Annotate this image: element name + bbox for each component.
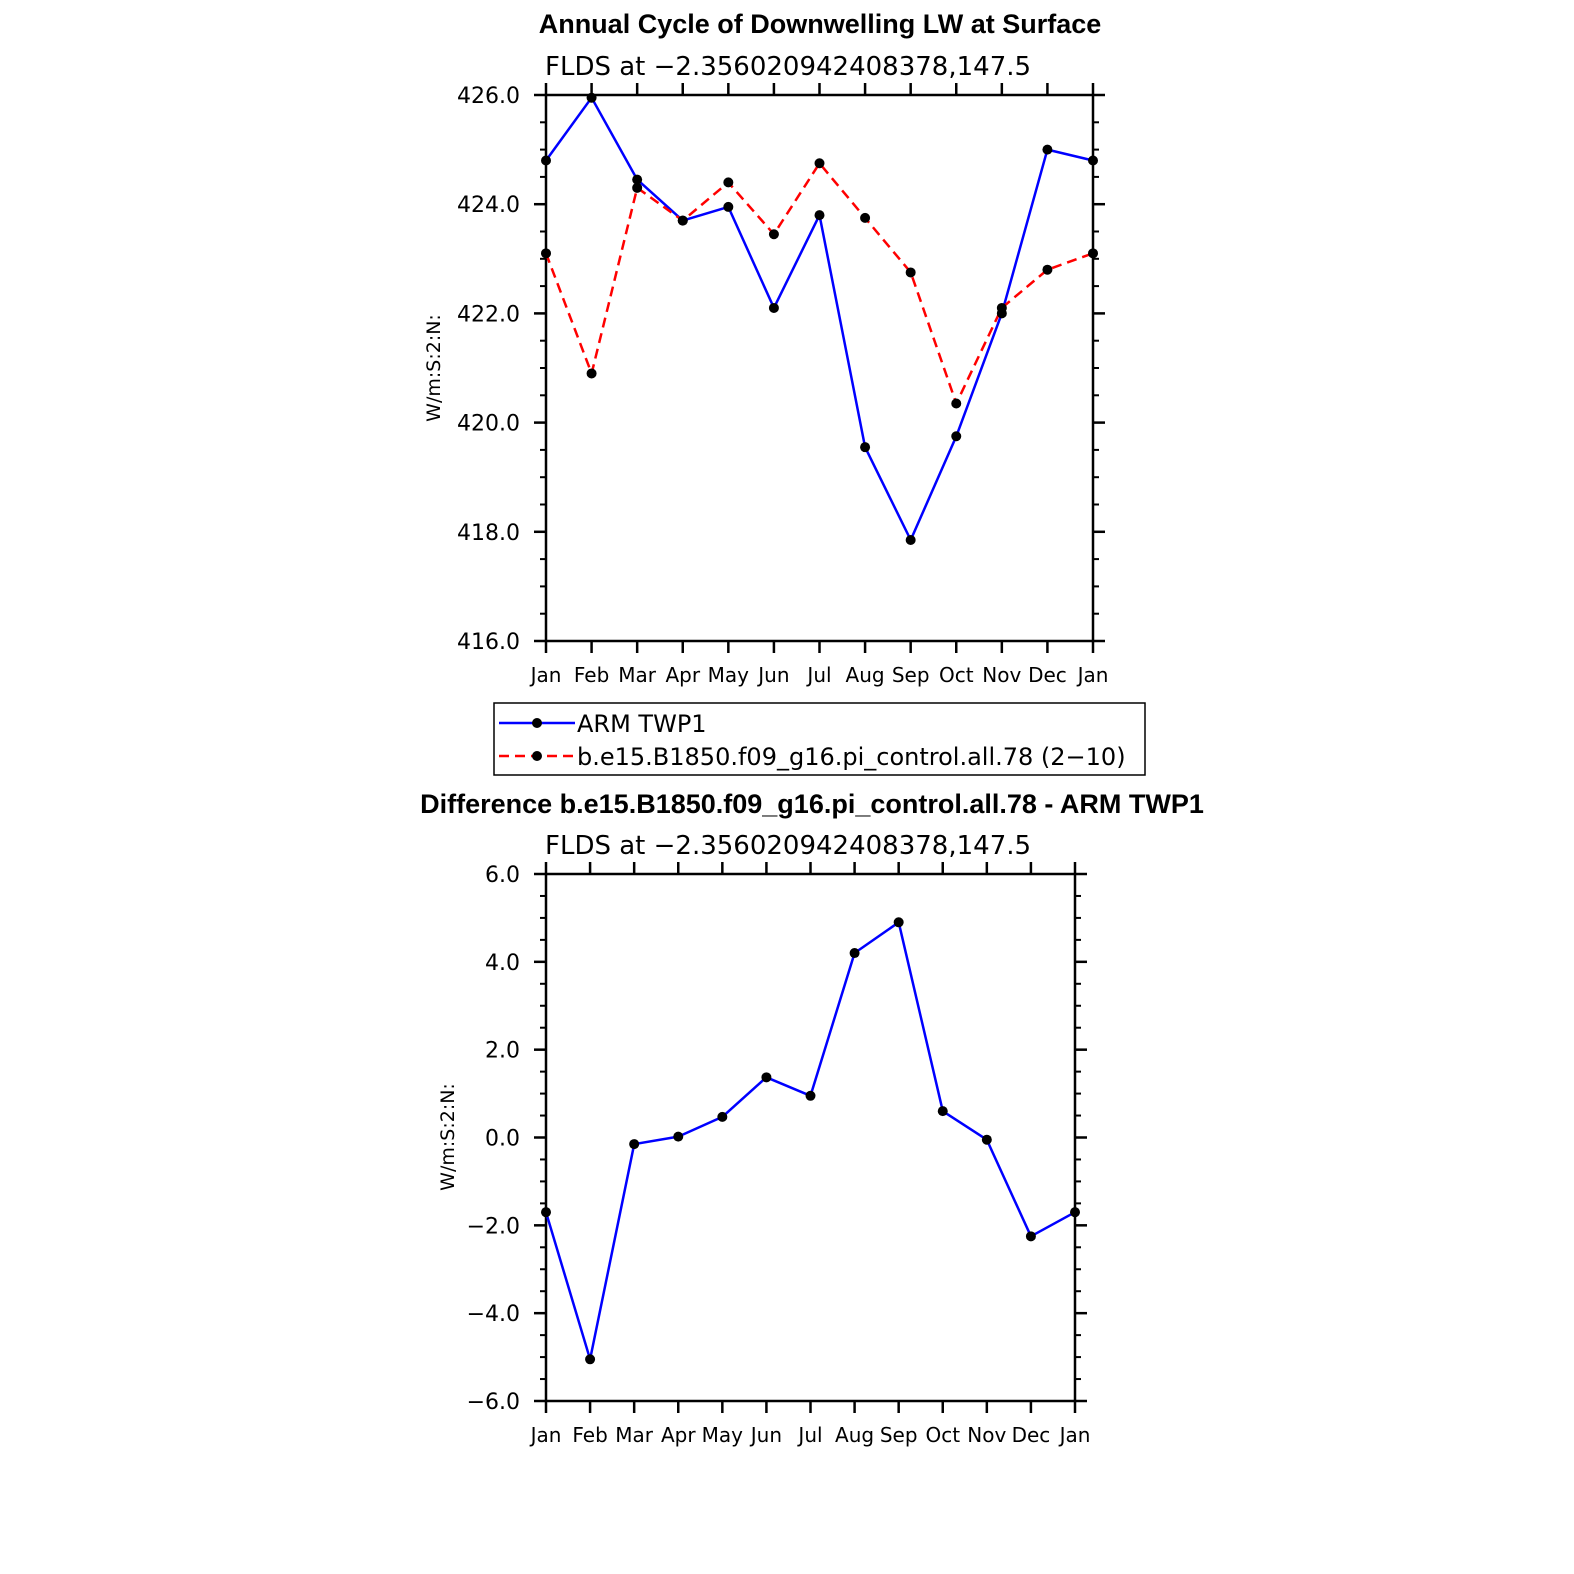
x-tick-label: Aug [846,663,885,687]
chart-subtitle: FLDS at −2.356020942408378,147.5 [545,52,1031,82]
x-tick-label: Jun [756,663,789,687]
data-point [814,210,825,221]
data-point [1070,1207,1080,1218]
plot-frame [544,93,1095,643]
data-point [814,158,825,169]
x-tick-label: Nov [982,663,1021,687]
y-axis-title: W/m:S:2:N: [423,314,445,422]
chart-subtitle: FLDS at −2.356020942408378,147.5 [545,831,1031,861]
x-tick-label: Apr [665,663,700,687]
data-point [1088,155,1098,166]
x-tick-label: May [708,663,750,687]
data-point [632,174,643,185]
y-tick-label: 418.0 [457,521,520,546]
data-point [905,267,916,278]
y-tick-label: 422.0 [457,302,520,327]
x-tick-label: Sep [892,663,930,687]
data-point [723,177,734,188]
chart-title: Annual Cycle of Downwelling LW at Surfac… [539,9,1102,39]
x-tick-label: Jun [749,1423,782,1447]
y-tick-label: −6.0 [467,1390,520,1415]
legend: ARM TWP1 b.e15.B1850.f09_g16.pi_control.… [493,702,1146,776]
y-tick-label: 6.0 [485,863,520,888]
difference-chart: Difference b.e15.B1850.f09_g16.pi_contro… [420,789,1204,1447]
x-tick-label: Dec [1028,663,1067,687]
data-point [677,215,688,226]
legend-label-model: b.e15.B1850.f09_g16.pi_control.all.78 (2… [577,743,1126,771]
y-tick-label: 420.0 [457,412,520,437]
data-point [586,368,597,379]
y-tick-label: 2.0 [485,1039,520,1064]
x-tick-label: Jan [529,663,562,687]
x-tick-label: Oct [939,663,974,687]
data-point [723,201,734,212]
data-point [951,431,962,442]
data-point [1042,264,1053,275]
x-tick-label: Aug [835,1423,874,1447]
data-point [1088,248,1098,259]
data-point [541,248,551,259]
data-point [1025,1231,1036,1242]
y-tick-label: 424.0 [457,193,520,218]
y-tick-label: −4.0 [467,1302,520,1327]
y-tick-label: 416.0 [457,630,520,655]
plot-frame [544,872,1077,1403]
data-point [893,917,904,928]
data-point [849,948,860,959]
y-tick-label: 0.0 [485,1127,520,1152]
data-point [585,1354,596,1365]
x-tick-label: Apr [661,1423,696,1447]
series-line [544,921,1076,1361]
x-tick-label: Nov [967,1423,1006,1447]
data-point [761,1072,772,1083]
x-tick-label: Mar [615,1423,654,1447]
data-point [717,1111,728,1122]
annual-cycle-chart: Annual Cycle of Downwelling LW at Surfac… [423,9,1146,776]
data-point [860,212,871,223]
data-point [629,1139,640,1150]
x-tick-label: Jan [1076,663,1109,687]
data-point [586,92,597,103]
x-tick-label: Jul [805,663,831,687]
data-point [673,1131,684,1142]
legend-box [493,702,1146,776]
data-point [951,398,962,409]
x-tick-label: Mar [618,663,657,687]
data-point [996,302,1007,313]
data-point [937,1106,948,1117]
data-point [541,1207,551,1218]
data-point [768,302,779,313]
data-point [632,182,643,193]
x-tick-label: Jan [529,1423,562,1447]
plot-layer: Jan Feb Mar Apr May Jun Jul Aug Sep Oct Nov Dec Jan 4… [457,83,1108,687]
legend-marker-model [532,751,542,761]
x-tick-label: Jul [796,1423,822,1447]
x-tick-label: Oct [925,1423,960,1447]
y-axis-title: W/m:S:2:N: [437,1083,459,1191]
data-point [768,229,779,240]
legend-marker-arm [532,718,542,728]
data-point [805,1090,816,1101]
data-point [905,534,916,545]
plot-layer: Jan Feb Mar Apr May Jun Jul Aug Sep Oct Nov Dec Jan−… [467,862,1091,1447]
x-tick-label: Sep [880,1423,918,1447]
x-tick-label: May [702,1423,744,1447]
x-tick-label: Feb [572,1423,607,1447]
chart-title: Difference b.e15.B1850.f09_g16.pi_contro… [420,789,1204,819]
y-tick-label: 4.0 [485,951,520,976]
x-tick-label: Dec [1012,1423,1051,1447]
x-tick-label: Feb [574,663,609,687]
legend-label-arm: ARM TWP1 [577,710,707,738]
data-point [1042,144,1053,155]
data-point [860,442,871,453]
y-tick-label: −2.0 [467,1214,520,1239]
data-point [541,155,551,166]
x-tick-label: Jan [1058,1423,1091,1447]
data-point [981,1134,992,1145]
y-tick-label: 426.0 [457,84,520,109]
